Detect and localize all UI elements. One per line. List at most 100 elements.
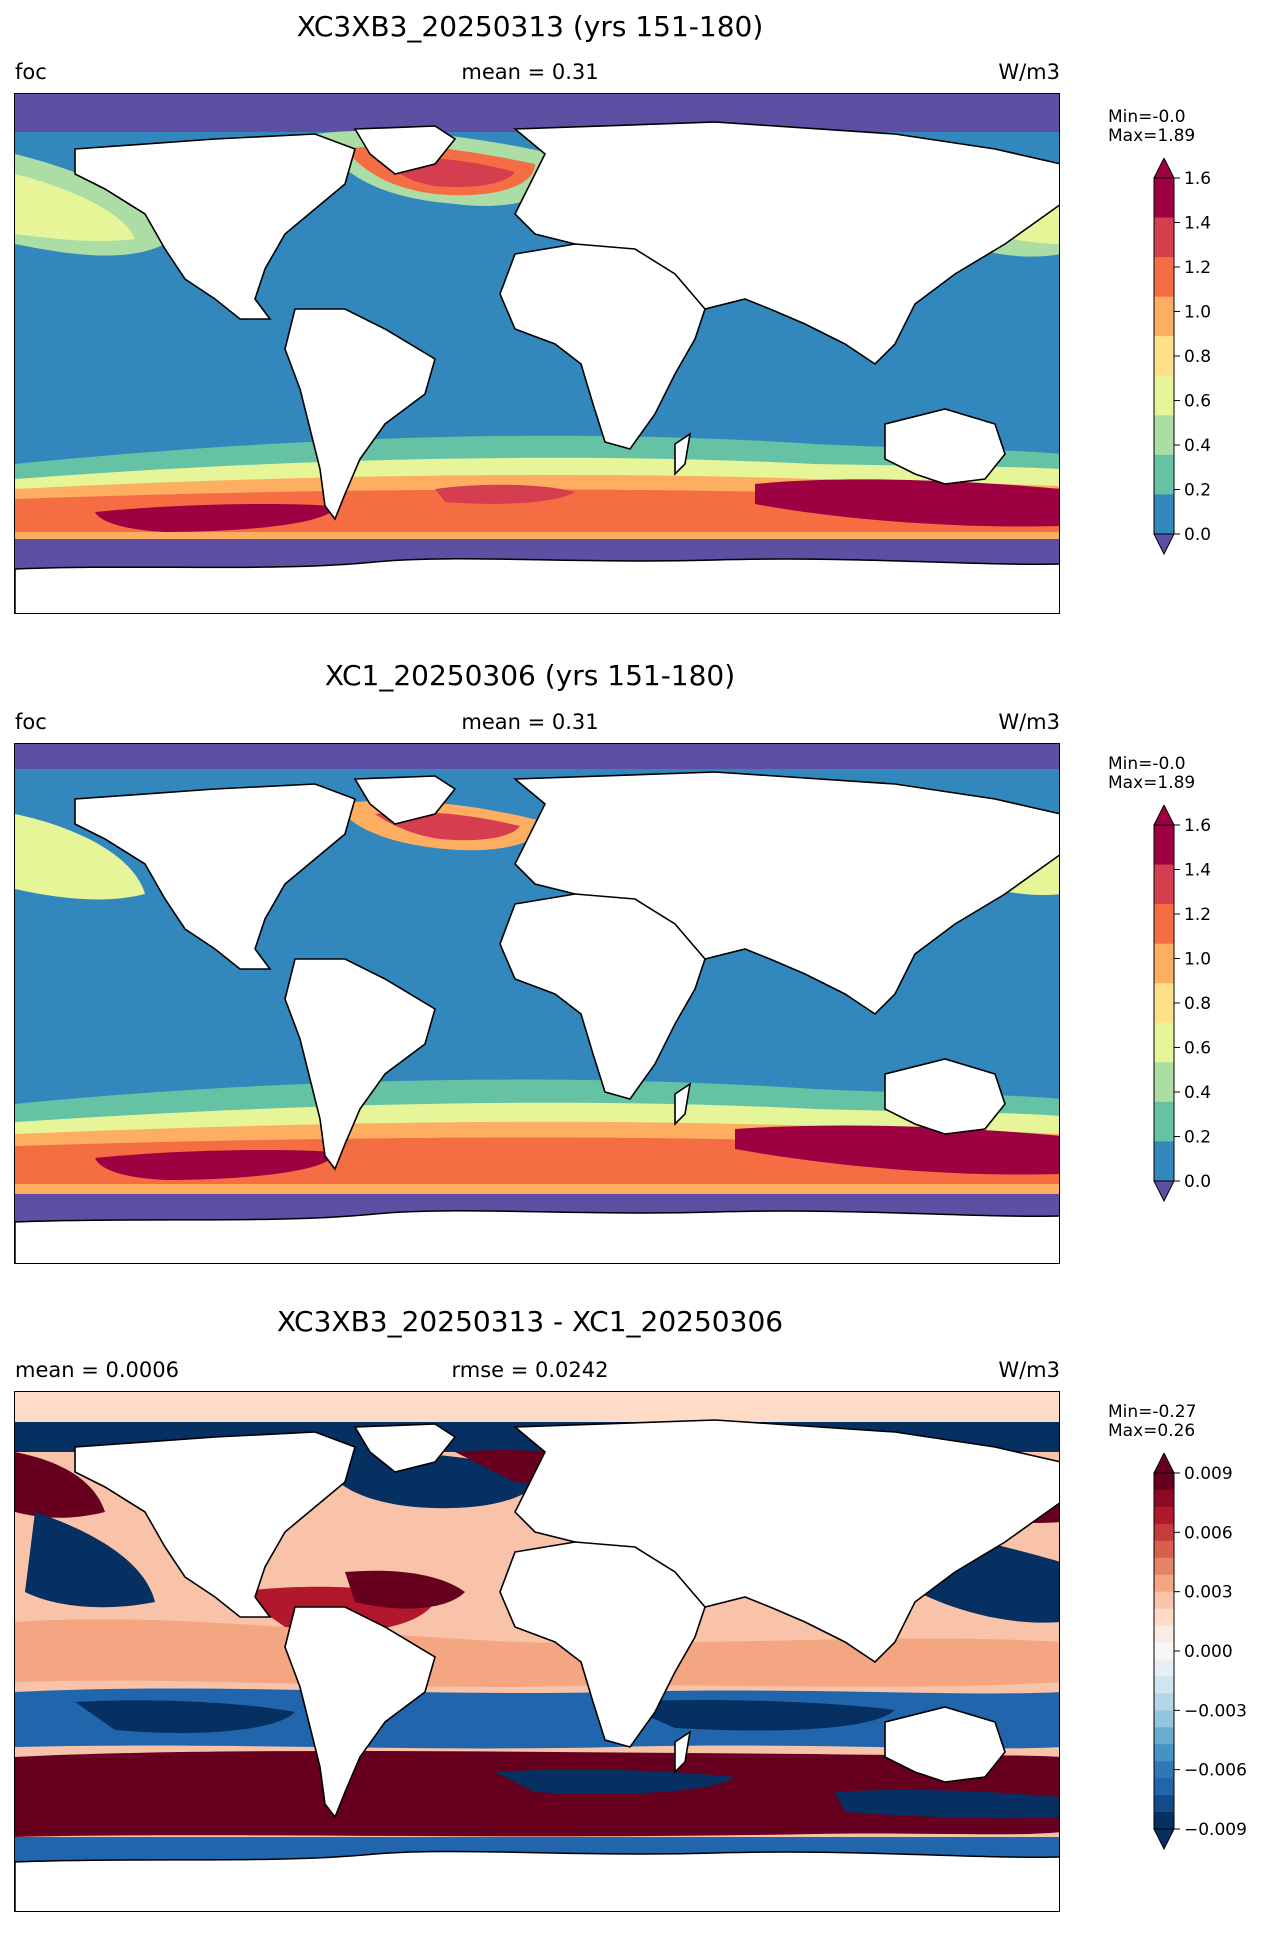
colorbar-segment (1154, 375, 1174, 416)
colorbar-segment (1154, 1574, 1174, 1593)
rmse-label: rmse = 0.0242 (451, 1358, 609, 1382)
colorbar-tick-label: 0.0 (1184, 1172, 1211, 1192)
colorbar-tick-label: 0.003 (1184, 1583, 1233, 1603)
variable-label: foc (15, 710, 47, 734)
colorbar-segment (1154, 336, 1174, 377)
colorbar-tick-label: 0.8 (1184, 347, 1211, 367)
colorbar-segment (1154, 1141, 1174, 1182)
mean-label: mean = 0.0006 (15, 1358, 179, 1382)
colorbar-tick-label: 1.0 (1184, 950, 1211, 970)
colorbar-tick-label: 0.6 (1184, 1039, 1211, 1059)
panel-title: XC3XB3_20250313 (yrs 151-180) (296, 10, 764, 43)
panel-title: XC3XB3_20250313 - XC1_20250306 (276, 1305, 784, 1338)
colorbar-segment (1154, 1591, 1174, 1610)
colorbar-segment (1154, 983, 1174, 1024)
colorbar: 0.009 0.006 0.003 0.000 −0.003 −0.006 −0.009 (1153, 1453, 1247, 1851)
max-label: Max=1.89 (1108, 773, 1196, 793)
min-label: Min=-0.27 (1108, 1402, 1197, 1422)
colorbar-segment (1154, 1642, 1174, 1660)
colorbar-segment (1154, 1473, 1174, 1491)
colorbar: 1.6 1.4 1.2 1.0 0.8 0.6 0.4 0.2 0.0 (1153, 805, 1211, 1203)
colorbar-tick-label: 1.4 (1184, 214, 1211, 234)
world-map (14, 93, 1060, 614)
colorbar-segment (1154, 257, 1174, 298)
variable-label: foc (15, 60, 47, 84)
colorbar: 1.6 1.4 1.2 1.0 0.8 0.6 0.4 0.2 0.0 (1153, 158, 1211, 556)
colorbar-extend-max (1153, 805, 1175, 826)
colorbar-segment (1154, 1557, 1174, 1576)
colorbar-segment (1154, 1778, 1174, 1796)
colorbar-tick-label: −0.006 (1184, 1761, 1247, 1781)
world-map (14, 743, 1060, 1264)
colorbar-tick-label: 0.6 (1184, 392, 1211, 412)
colorbar-segment (1154, 1608, 1174, 1627)
colorbar-segment (1154, 1727, 1174, 1745)
mean-label: mean = 0.31 (461, 60, 599, 84)
colorbar-tick-label: −0.003 (1184, 1701, 1247, 1721)
colorbar-tick-label: 1.6 (1184, 169, 1211, 189)
colorbar-segment (1154, 825, 1174, 866)
colorbar-tick-label: 0.8 (1184, 994, 1211, 1014)
colorbar-tick-label: 0.2 (1184, 481, 1211, 501)
colorbar-tick-label: 0.006 (1184, 1523, 1233, 1543)
colorbar-segment (1154, 1062, 1174, 1103)
mean-label: mean = 0.31 (461, 710, 599, 734)
colorbar-segment (1154, 1022, 1174, 1063)
colorbar-segment (1154, 1523, 1174, 1542)
colorbar-extend-min (1153, 1180, 1175, 1203)
colorbar-segment (1154, 1761, 1174, 1779)
panel-2: XC1_20250306 (yrs 151-180) foc mean = 0.… (0, 647, 1284, 1293)
colorbar-tick-label: 1.2 (1184, 905, 1211, 925)
colorbar-segment (1154, 864, 1174, 905)
colorbar-tick-label: 1.0 (1184, 303, 1211, 323)
colorbar-segment (1154, 1659, 1174, 1677)
colorbar-tick-label: 1.4 (1184, 861, 1211, 881)
colorbar-segment (1154, 1676, 1174, 1694)
colorbar-segment (1154, 1710, 1174, 1728)
colorbar-segment (1154, 454, 1174, 495)
colorbar-tick-label: 0.0 (1184, 525, 1211, 545)
colorbar-segment (1154, 415, 1174, 456)
colorbar-tick-label: 0.2 (1184, 1128, 1211, 1148)
colorbar-segment (1154, 1101, 1174, 1142)
colorbar-tick-label: 0.009 (1184, 1464, 1233, 1484)
colorbar-tick-label: 0.4 (1184, 436, 1211, 456)
colorbar-tick-label: 0.000 (1184, 1642, 1233, 1662)
colorbar-segment (1154, 1795, 1174, 1813)
min-max-label: Min=-0.0 Max=1.89 (1108, 108, 1195, 146)
colorbar-extend-max (1153, 158, 1175, 179)
colorbar-extend-max (1153, 1453, 1175, 1474)
max-label: Max=0.26 (1108, 1421, 1196, 1441)
units-label: W/m3 (998, 1358, 1060, 1382)
panel-title: XC1_20250306 (yrs 151-180) (324, 659, 736, 692)
world-map (14, 1391, 1060, 1912)
min-max-label: Min=-0.0 Max=1.89 (1108, 755, 1195, 793)
max-label: Max=1.89 (1108, 126, 1196, 146)
colorbar-segment (1154, 296, 1174, 337)
colorbar-segment (1154, 1812, 1174, 1830)
colorbar-tick-label: 0.4 (1184, 1083, 1211, 1103)
colorbar-segment (1154, 1489, 1174, 1508)
colorbar-segment (1154, 1506, 1174, 1525)
colorbar-extend-min (1153, 533, 1175, 556)
min-max-label: Min=-0.27 Max=0.26 (1108, 1403, 1196, 1441)
colorbar-segment (1154, 943, 1174, 984)
panel-3: XC3XB3_20250313 - XC1_20250306 mean = 0.… (0, 1295, 1284, 1941)
colorbar-segment (1154, 178, 1174, 219)
colorbar-segment (1154, 494, 1174, 535)
colorbar-segment (1154, 1693, 1174, 1711)
colorbar-extend-min (1153, 1828, 1175, 1851)
colorbar-tick-label: 1.2 (1184, 258, 1211, 278)
min-label: Min=-0.0 (1108, 107, 1186, 127)
colorbar-segment (1154, 1625, 1174, 1644)
colorbar-tick-label: −0.009 (1184, 1820, 1247, 1840)
colorbar-segment (1154, 1540, 1174, 1559)
panel-1: XC3XB3_20250313 (yrs 151-180) foc mean =… (0, 0, 1284, 646)
colorbar-segment (1154, 217, 1174, 258)
colorbar-segment (1154, 904, 1174, 945)
min-label: Min=-0.0 (1108, 754, 1186, 774)
colorbar-tick-label: 1.6 (1184, 816, 1211, 836)
units-label: W/m3 (998, 710, 1060, 734)
colorbar-segment (1154, 1744, 1174, 1762)
units-label: W/m3 (998, 60, 1060, 84)
